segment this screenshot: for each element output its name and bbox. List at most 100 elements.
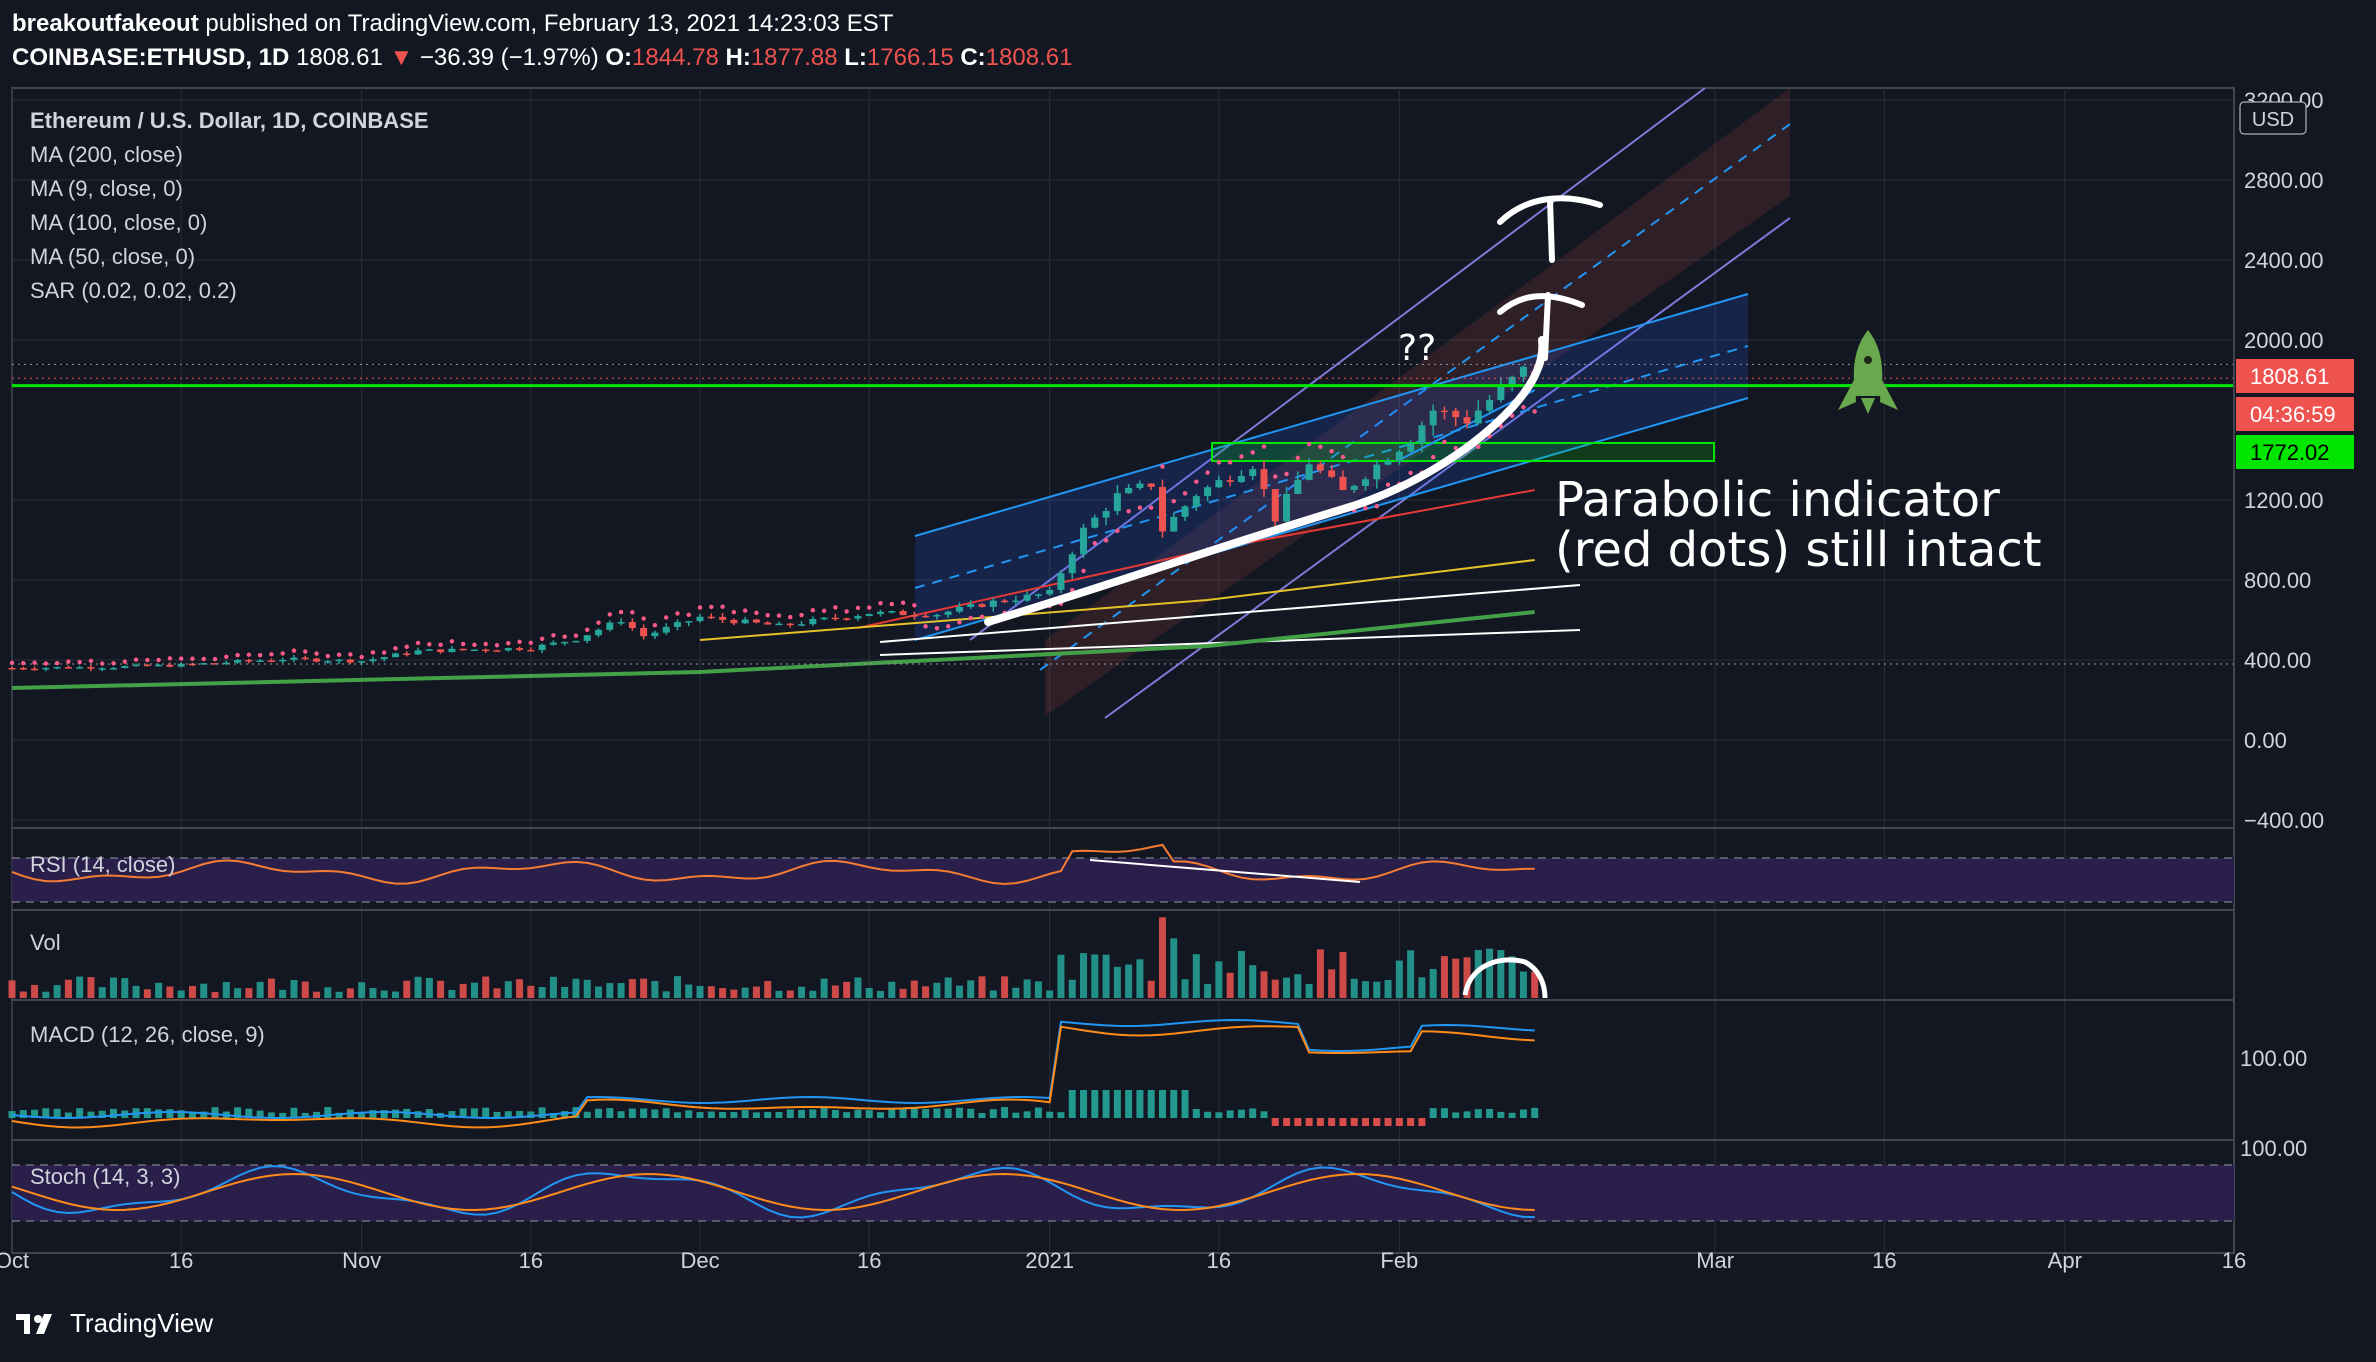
- macd-histogram-bar: [888, 1109, 896, 1118]
- channel-lower-line[interactable]: [1104, 217, 1791, 719]
- volume-bar: [1125, 964, 1133, 998]
- drawings-layer[interactable]: [879, 87, 1791, 719]
- stoch-k-line: [11, 1165, 1535, 1219]
- candle-body: [1283, 493, 1291, 522]
- candle-body: [854, 616, 862, 619]
- symbol-label[interactable]: COINBASE:ETHUSD, 1D: [12, 44, 290, 71]
- volume-bar: [888, 981, 896, 998]
- sar-dot: [810, 607, 816, 613]
- sar-dot: [460, 641, 466, 647]
- volume-bar: [1158, 917, 1166, 998]
- candle-body: [989, 600, 997, 607]
- candle-body: [1362, 479, 1369, 486]
- volume-bar: [290, 980, 298, 998]
- volume-bar: [1328, 969, 1336, 998]
- volume-bar: [110, 977, 118, 998]
- brand-name: TradingView: [70, 1308, 214, 1338]
- volume-bar: [640, 978, 648, 998]
- macd-histogram-bar: [110, 1108, 118, 1118]
- sar-dot: [562, 634, 567, 639]
- volume-bar: [380, 990, 388, 998]
- legend-sar[interactable]: SAR (0.02, 0.02, 0.2): [30, 278, 237, 303]
- candle-body: [245, 660, 253, 662]
- sar-dot: [494, 643, 500, 648]
- sar-dot: [1239, 454, 1244, 459]
- volume-bar: [1091, 954, 1099, 998]
- trend-line-white-1[interactable]: [879, 584, 1581, 643]
- stoch-pane[interactable]: 100.00 Stoch (14, 3, 3): [11, 1136, 2307, 1222]
- candle-body: [538, 644, 546, 651]
- time-tick: Dec: [680, 1248, 719, 1273]
- legend-ma9[interactable]: MA (9, close, 0): [30, 176, 183, 201]
- sar-dot: [968, 615, 973, 621]
- legend-ma100[interactable]: MA (100, close, 0): [30, 210, 207, 235]
- macd-histogram-bar: [628, 1108, 636, 1118]
- candle-body: [1463, 417, 1471, 424]
- macd-histogram-bar: [155, 1109, 163, 1118]
- macd-tick-top: 100.00: [2240, 1046, 2307, 1071]
- candle-body: [425, 649, 433, 651]
- red-channel-fill[interactable]: [1045, 88, 1790, 716]
- macd-histogram-bar: [1147, 1090, 1155, 1118]
- candle-body: [1068, 554, 1076, 574]
- candle-body: [831, 617, 839, 620]
- down-arrow-icon: ▼: [389, 44, 414, 71]
- publisher-name[interactable]: breakoutfakeout: [12, 10, 199, 37]
- time-axis[interactable]: Oct 16 Nov 16 Dec 16 2021 16 Feb Mar 16 Apr 16: [0, 1248, 2246, 1273]
- macd-histogram-bar: [1407, 1118, 1415, 1126]
- parabolic-curve-drawing[interactable]: [984, 336, 1547, 626]
- macd-histogram-bar: [1294, 1118, 1302, 1126]
- sar-dot: [934, 626, 940, 631]
- rocket-icon[interactable]: [1838, 330, 1898, 414]
- open-label: O:: [605, 44, 633, 71]
- price-tick: 2000.00: [2244, 328, 2324, 353]
- macd-histogram-bar: [504, 1111, 512, 1118]
- price-axis[interactable]: 3200.002800.002400.002000.001200.00800.0…: [2244, 88, 2324, 833]
- volume-bar: [1519, 971, 1527, 998]
- legend-ma200[interactable]: MA (200, close): [30, 142, 183, 167]
- up-arrow-drawing-1[interactable]: [1497, 292, 1585, 361]
- volume-bar: [1147, 980, 1155, 998]
- volume-bar: [719, 988, 727, 998]
- macd-histogram-bar: [1068, 1090, 1076, 1118]
- price-change: −36.39 (−1.97%): [419, 44, 599, 71]
- blue-channel-upper-line[interactable]: [914, 293, 1749, 537]
- volume-bar: [437, 980, 445, 998]
- legend-title[interactable]: Ethereum / U.S. Dollar, 1D, COINBASE: [30, 108, 429, 133]
- volume-bar: [1046, 990, 1054, 998]
- macd-histogram-bar: [290, 1107, 298, 1118]
- question-marks[interactable]: ??: [1398, 328, 1436, 369]
- sar-dot: [1227, 460, 1233, 465]
- macd-histogram-bar: [730, 1111, 738, 1118]
- note-line-2[interactable]: (red dots) still intact: [1555, 522, 2042, 578]
- macd-histogram-bar: [1519, 1109, 1527, 1118]
- sar-dot: [1284, 471, 1289, 477]
- up-arrow-drawing-2[interactable]: [1497, 195, 1603, 263]
- volume-bars: [8, 917, 1539, 998]
- candle-body: [1486, 400, 1494, 411]
- volume-pane[interactable]: Vol: [8, 909, 2234, 999]
- volume-bar: [166, 986, 174, 998]
- macd-pane[interactable]: MACD (12, 26, close, 9) 100.00: [8, 999, 2308, 1129]
- volume-bar: [989, 990, 997, 998]
- candle-body: [1339, 476, 1347, 490]
- sar-dot: [235, 652, 240, 658]
- note-line-1[interactable]: Parabolic indicator: [1555, 472, 2000, 528]
- candle-body: [1373, 464, 1381, 480]
- legend-ma50[interactable]: MA (50, close, 0): [30, 244, 195, 269]
- candle-body: [31, 668, 39, 671]
- tradingview-logo[interactable]: TradingView: [14, 1308, 213, 1339]
- channel-upper-line[interactable]: [969, 87, 1706, 641]
- macd-histogram-bar: [719, 1112, 727, 1118]
- rsi-pane[interactable]: RSI (14, close): [11, 827, 2234, 903]
- volume-bar: [504, 981, 512, 998]
- volume-bar: [1508, 956, 1516, 998]
- price-tick: 800.00: [2244, 568, 2311, 593]
- volume-bar: [673, 976, 681, 998]
- macd-histogram-bar: [1350, 1118, 1358, 1126]
- currency-button[interactable]: [2239, 101, 2307, 135]
- sar-dot: [133, 657, 139, 662]
- sar-dot: [257, 653, 263, 658]
- candle-body: [267, 660, 275, 663]
